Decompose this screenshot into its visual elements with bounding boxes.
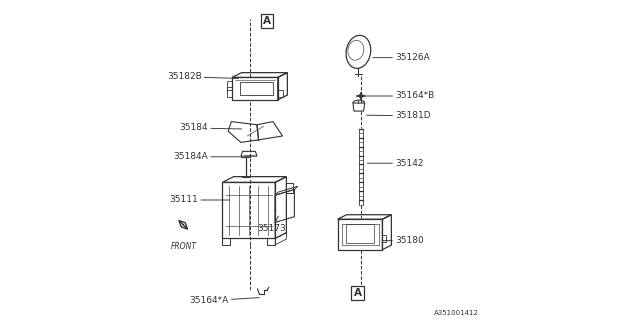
Text: 35164*B: 35164*B — [366, 92, 435, 100]
Text: 35182B: 35182B — [167, 72, 239, 81]
Text: A351001412: A351001412 — [433, 310, 479, 316]
Text: A: A — [354, 288, 362, 298]
Text: 35184A: 35184A — [173, 152, 242, 161]
Text: 35111: 35111 — [170, 196, 230, 204]
Bar — [346, 224, 374, 243]
Text: A: A — [263, 16, 271, 26]
Text: 35126A: 35126A — [372, 53, 430, 62]
Text: 35184: 35184 — [179, 124, 242, 132]
Text: 35164*A: 35164*A — [189, 296, 259, 305]
Text: FRONT: FRONT — [171, 242, 197, 251]
Text: 35173: 35173 — [258, 216, 287, 233]
Text: 35142: 35142 — [367, 159, 424, 168]
Text: 35180: 35180 — [383, 236, 424, 245]
Text: 35181D: 35181D — [366, 111, 431, 120]
